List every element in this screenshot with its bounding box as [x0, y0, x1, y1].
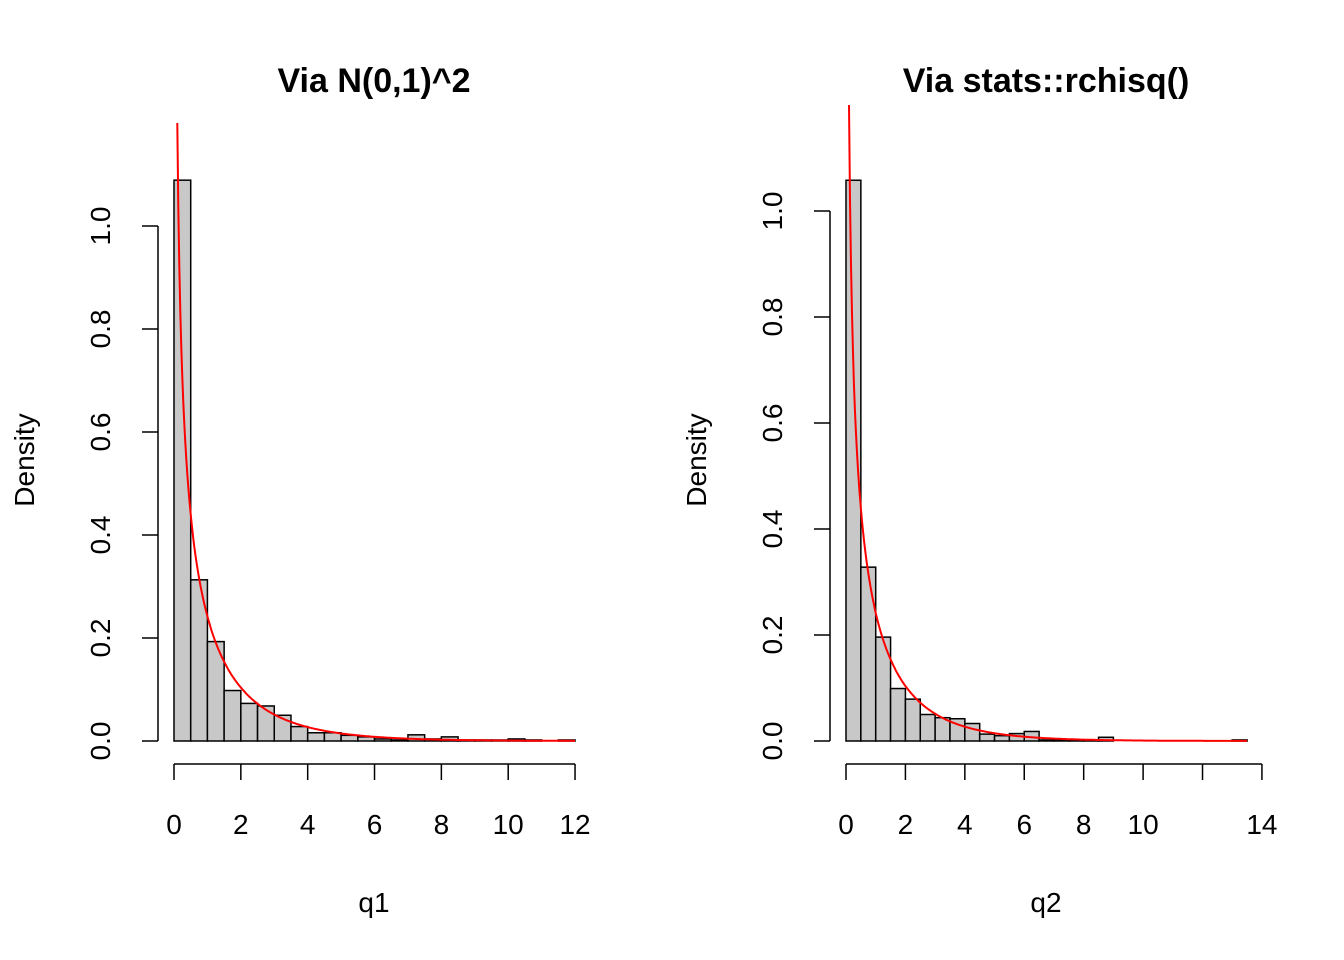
- histogram-bar: [919, 713, 936, 742]
- chart-title: Via N(0,1)^2: [277, 62, 470, 100]
- x-tick-label: 10: [493, 809, 524, 840]
- x-tick-label: 4: [957, 809, 973, 840]
- y-tick-label: 0.2: [85, 619, 116, 658]
- x-tick-label: 4: [300, 809, 316, 840]
- y-tick-label: 0.6: [85, 413, 116, 452]
- histogram-bar: [256, 705, 276, 742]
- y-tick-label: 0.0: [757, 722, 788, 761]
- histogram-bar: [290, 725, 309, 742]
- histogram-bar: [993, 734, 1011, 742]
- y-tick-label: 0.6: [757, 404, 788, 443]
- histogram-bar: [373, 738, 392, 742]
- y-tick-label: 0.4: [757, 510, 788, 549]
- histogram-bar: [978, 733, 996, 742]
- histogram-bar: [390, 739, 409, 742]
- x-tick-label: 6: [367, 809, 383, 840]
- y-tick-label: 0.8: [757, 298, 788, 337]
- x-tick-label: 0: [166, 809, 182, 840]
- x-tick-label: 10: [1128, 809, 1159, 840]
- y-tick-label: 0.8: [85, 310, 116, 349]
- histogram-bar: [223, 689, 242, 742]
- histogram-bar: [306, 732, 326, 742]
- x-tick-label: 2: [233, 809, 249, 840]
- density-curve: [176, 122, 575, 742]
- x-tick-label: 12: [559, 809, 590, 840]
- histogram-bar: [173, 179, 192, 742]
- histogram-bar: [240, 702, 259, 742]
- histogram-bar: [860, 566, 877, 742]
- histogram-bar: [964, 722, 981, 742]
- panel-left: Via N(0,1)^2 q1 Density 0 2 4 6 8 10 12 0.0 0.2 0…: [9, 62, 591, 918]
- x-tick-label: 14: [1246, 809, 1277, 840]
- y-axis-label: Density: [9, 413, 40, 506]
- histogram-bar: [340, 734, 359, 742]
- histogram-bar: [845, 179, 862, 742]
- chart-title: Via stats::rchisq(): [903, 62, 1190, 100]
- y-tick-label: 1.0: [85, 207, 116, 246]
- histogram-bar: [904, 698, 922, 742]
- x-tick-label: 8: [1076, 809, 1092, 840]
- y-axis-label: Density: [681, 413, 712, 506]
- histogram-bar: [889, 687, 907, 742]
- y-tick-label: 0.4: [85, 516, 116, 555]
- y-tick-label: 0.0: [85, 722, 116, 761]
- x-tick-label: 2: [898, 809, 914, 840]
- x-axis-label: q2: [1030, 887, 1061, 918]
- y-tick-label: 0.2: [757, 616, 788, 655]
- density-curve: [848, 104, 1248, 742]
- x-tick-label: 6: [1016, 809, 1032, 840]
- x-tick-label: 8: [434, 809, 450, 840]
- x-tick-label: 0: [838, 809, 854, 840]
- y-tick-label: 1.0: [757, 192, 788, 231]
- x-axis-label: q1: [358, 887, 389, 918]
- histogram-bar: [1038, 739, 1055, 742]
- panel-right: Via stats::rchisq() q2 Density 0 2 4 6 8 10 14…: [681, 62, 1278, 918]
